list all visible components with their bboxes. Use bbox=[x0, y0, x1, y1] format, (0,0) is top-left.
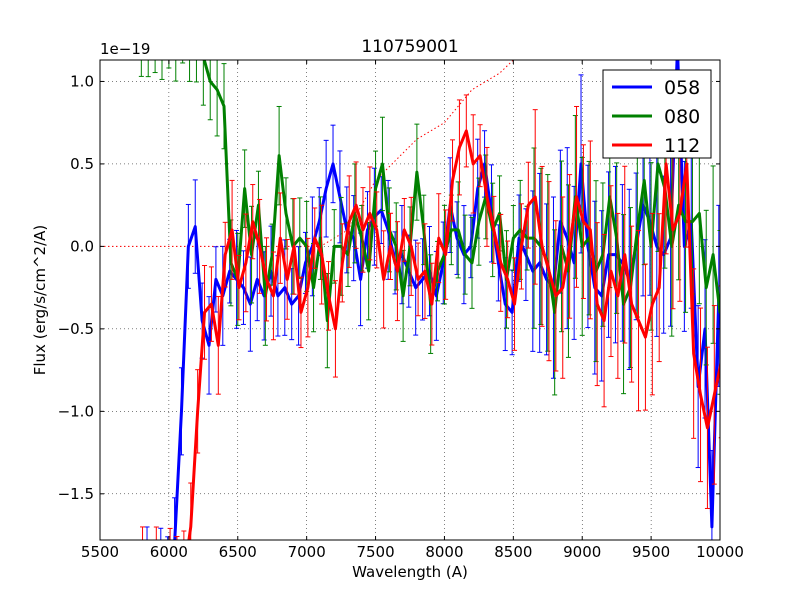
chart-title: 110759001 bbox=[361, 37, 458, 57]
x-tick-label: 9500 bbox=[632, 543, 670, 561]
x-tick-label: 10000 bbox=[696, 543, 744, 561]
plot-frame bbox=[99, 59, 721, 541]
x-tick-label: 5500 bbox=[81, 543, 119, 561]
ticks: 5500 6000 6500 7000 7500 8000 8500 9000 9500 1000… bbox=[58, 60, 744, 561]
y-tick-label: 1.0 bbox=[70, 72, 94, 90]
dotted-reference-line bbox=[100, 60, 514, 247]
legend-label-112: 112 bbox=[664, 135, 700, 157]
x-tick-label: 7500 bbox=[356, 543, 394, 561]
legend-label-080: 080 bbox=[664, 106, 700, 128]
y-tick-label: −1.0 bbox=[58, 402, 94, 420]
series-line-080 bbox=[202, 60, 720, 323]
series-line-112 bbox=[187, 129, 720, 540]
series-112 bbox=[140, 73, 720, 540]
y-axis-label: Flux (erg/s/cm^2/A) bbox=[31, 225, 49, 376]
y-tick-label: 0.0 bbox=[70, 237, 94, 255]
y-tick-label: −0.5 bbox=[58, 320, 94, 338]
x-tick-label: 6000 bbox=[150, 543, 188, 561]
legend: 058 080 112 bbox=[602, 69, 712, 159]
y-tick-label: −1.5 bbox=[58, 485, 94, 503]
x-tick-label: 7000 bbox=[288, 543, 326, 561]
y-offset-text: 1e−19 bbox=[100, 40, 150, 58]
x-tick-label: 8000 bbox=[425, 543, 463, 561]
x-tick-label: 9000 bbox=[563, 543, 601, 561]
y-tick-label: 0.5 bbox=[70, 155, 94, 173]
legend-box bbox=[602, 69, 712, 159]
legend-label-058: 058 bbox=[664, 77, 700, 99]
x-tick-label: 6500 bbox=[219, 543, 257, 561]
x-axis-label: Wavelength (A) bbox=[352, 563, 468, 581]
x-tick-label: 8500 bbox=[494, 543, 532, 561]
